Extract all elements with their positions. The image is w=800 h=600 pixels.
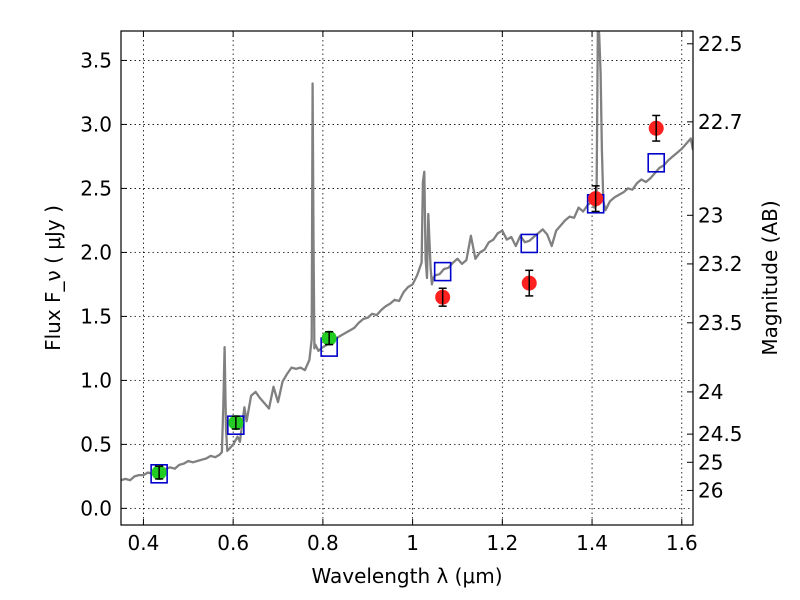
model-square-marker bbox=[520, 233, 539, 254]
right-tick-label: 22.5 bbox=[698, 32, 743, 56]
right-axis-label: Magnitude (AB) bbox=[758, 200, 782, 355]
plot-frame bbox=[120, 30, 694, 526]
markers bbox=[150, 114, 666, 484]
x-tick-label: 1.6 bbox=[666, 531, 698, 555]
x-tick-label: 1 bbox=[406, 531, 419, 555]
right-tick-label: 23 bbox=[698, 203, 723, 227]
axes: 0.4 0.6 0.8 1 1.2 1.4 1.6 0.0 0.5 1.0 1.5 2.0 2.5 3.0… bbox=[80, 31, 743, 555]
y-axis-label: Flux F_ν ( μJy ) bbox=[41, 205, 65, 351]
y-tick-label: 1.5 bbox=[80, 304, 112, 328]
plot-area bbox=[121, 31, 693, 482]
model-square-marker bbox=[433, 261, 452, 282]
y-tick-label: 2.5 bbox=[80, 176, 112, 200]
model-square-marker bbox=[647, 153, 666, 173]
y-tick-label: 3.5 bbox=[80, 48, 112, 72]
grid bbox=[121, 31, 693, 525]
x-axis-label: Wavelength λ (μm) bbox=[311, 564, 502, 588]
spectrum-line bbox=[121, 31, 693, 482]
x-tick-label: 1.2 bbox=[486, 531, 518, 555]
x-tick-label: 0.6 bbox=[217, 531, 249, 555]
y-tick-label: 0.0 bbox=[80, 496, 112, 520]
model-square-marker bbox=[150, 464, 168, 484]
right-tick-label: 23.5 bbox=[698, 311, 743, 335]
right-tick-label: 24 bbox=[698, 380, 723, 404]
right-tick-label: 24.5 bbox=[698, 422, 743, 446]
right-tick-label: 26 bbox=[698, 478, 723, 502]
right-tick-label: 22.7 bbox=[698, 110, 743, 134]
x-tick-label: 0.8 bbox=[307, 531, 339, 555]
y-tick-label: 0.5 bbox=[80, 432, 112, 456]
y-tick-label: 2.0 bbox=[80, 240, 112, 264]
x-tick-label: 1.4 bbox=[576, 531, 608, 555]
right-tick-label: 23.2 bbox=[698, 252, 743, 276]
y-tick-label: 1.0 bbox=[80, 368, 112, 392]
y-tick-label: 3.0 bbox=[80, 112, 112, 136]
right-tick-label: 25 bbox=[698, 450, 723, 474]
x-tick-label: 0.4 bbox=[128, 531, 160, 555]
